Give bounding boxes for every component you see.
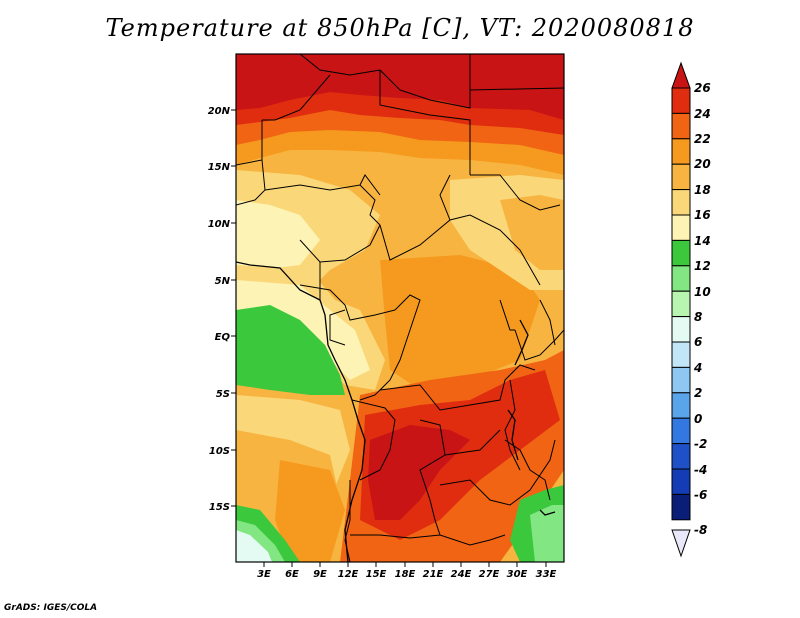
field-congo-20 [380,255,540,390]
colorbar-label-14: 14 [694,234,711,248]
field-north-28 [236,54,564,120]
lat-label-15s: 15S [209,502,230,513]
map-title: Temperature at 850hPa [C], VT: 202008081… [105,14,695,42]
lon-axis: 3E 6E 9E 12E 15E 18E 21E 24E 27E 30E 33E [257,562,557,580]
colorbar-label-m6: -6 [694,488,707,502]
colorbar-label-12: 12 [694,259,711,273]
colorbar-segment-0-2 [671,392,691,419]
colorbar-label-m2: -2 [694,437,707,451]
field-west-14 [236,200,320,270]
colorbar-label-16: 16 [694,208,711,222]
lat-label-10n: 10N [208,219,231,230]
temperature-field [236,54,564,562]
colorbar-segment-14-16 [671,214,691,241]
field-corner-8 [236,530,272,562]
lon-label-9e: 9E [313,569,327,580]
colorbar-segment-22-24 [671,112,691,140]
colorbar-over-arrow [671,61,691,89]
lat-label-5s: 5S [216,389,230,400]
grads-credit: GrADS: IGES/COLA [4,603,98,613]
colorbar-segment-10-12 [671,265,691,292]
colorbar-label-4: 4 [693,361,702,375]
lat-label-10s: 10S [209,446,230,457]
colorbar-segment-6-8 [671,316,691,343]
lon-label-15e: 15E [366,569,387,580]
lon-label-27e: 27E [479,569,500,580]
colorbar-label-0: 0 [694,412,702,426]
colorbar-label-8: 8 [694,310,702,324]
colorbar-under-arrow [671,529,691,558]
colorbar-segment-4-6 [671,341,691,368]
colorbar-label-26: 26 [694,81,711,95]
colorbar-segment-16-18 [671,189,691,216]
colorbar-label-24: 24 [694,107,711,121]
colorbar-labels: 26 24 22 20 18 16 14 12 10 8 6 4 2 0 -2 … [693,81,711,537]
field-south-26 [368,425,470,520]
field-sw-20 [275,460,345,562]
colorbar-label-10: 10 [694,285,711,299]
lon-label-21e: 21E [423,569,444,580]
lon-label-6e: 6E [285,569,299,580]
colorbar-label-22: 22 [694,132,711,146]
field-east-20 [500,195,564,270]
colorbar-label-20: 20 [694,157,711,171]
lat-axis: 20N 15N 10N 5N EQ 5S 10S 15S [208,106,236,513]
lat-label-eq: EQ [215,332,231,343]
colorbar-segment-18-20 [671,163,691,191]
lon-label-3e: 3E [257,569,271,580]
lon-label-33e: 33E [536,569,557,580]
colorbar-segment-20-22 [671,138,691,165]
colorbar-label-m8: -8 [694,523,707,537]
colorbar-segment-24-26 [671,87,691,114]
field-se-lightgreen [530,505,564,562]
field-ocean-green [236,305,345,395]
colorbar-segment-2-4 [671,366,691,394]
colorbar-segment-m6-m4 [671,468,691,495]
lon-label-24e: 24E [451,569,472,580]
colorbar-segment-m8-m6 [671,493,691,521]
colorbar-segment-m4-m2 [671,443,691,470]
lat-label-5n: 5N [215,276,231,287]
map-frame [235,53,565,563]
country-borders [236,54,564,562]
colorbar-label-18: 18 [694,183,711,197]
lon-label-18e: 18E [395,569,416,580]
lat-label-15n: 15N [208,162,231,173]
colorbar-label-2: 2 [694,386,702,400]
coastline [236,261,556,562]
colorbar-label-6: 6 [694,335,702,349]
colorbar-label-m4: -4 [694,463,707,477]
colorbar-segment-8-10 [671,290,691,318]
colorbar-segment-m2-0 [671,417,691,445]
colorbar [671,61,691,558]
lon-label-12e: 12E [338,569,359,580]
colorbar-segment-12-14 [671,239,691,267]
lon-label-30e: 30E [507,569,528,580]
lat-label-20n: 20N [208,106,231,117]
